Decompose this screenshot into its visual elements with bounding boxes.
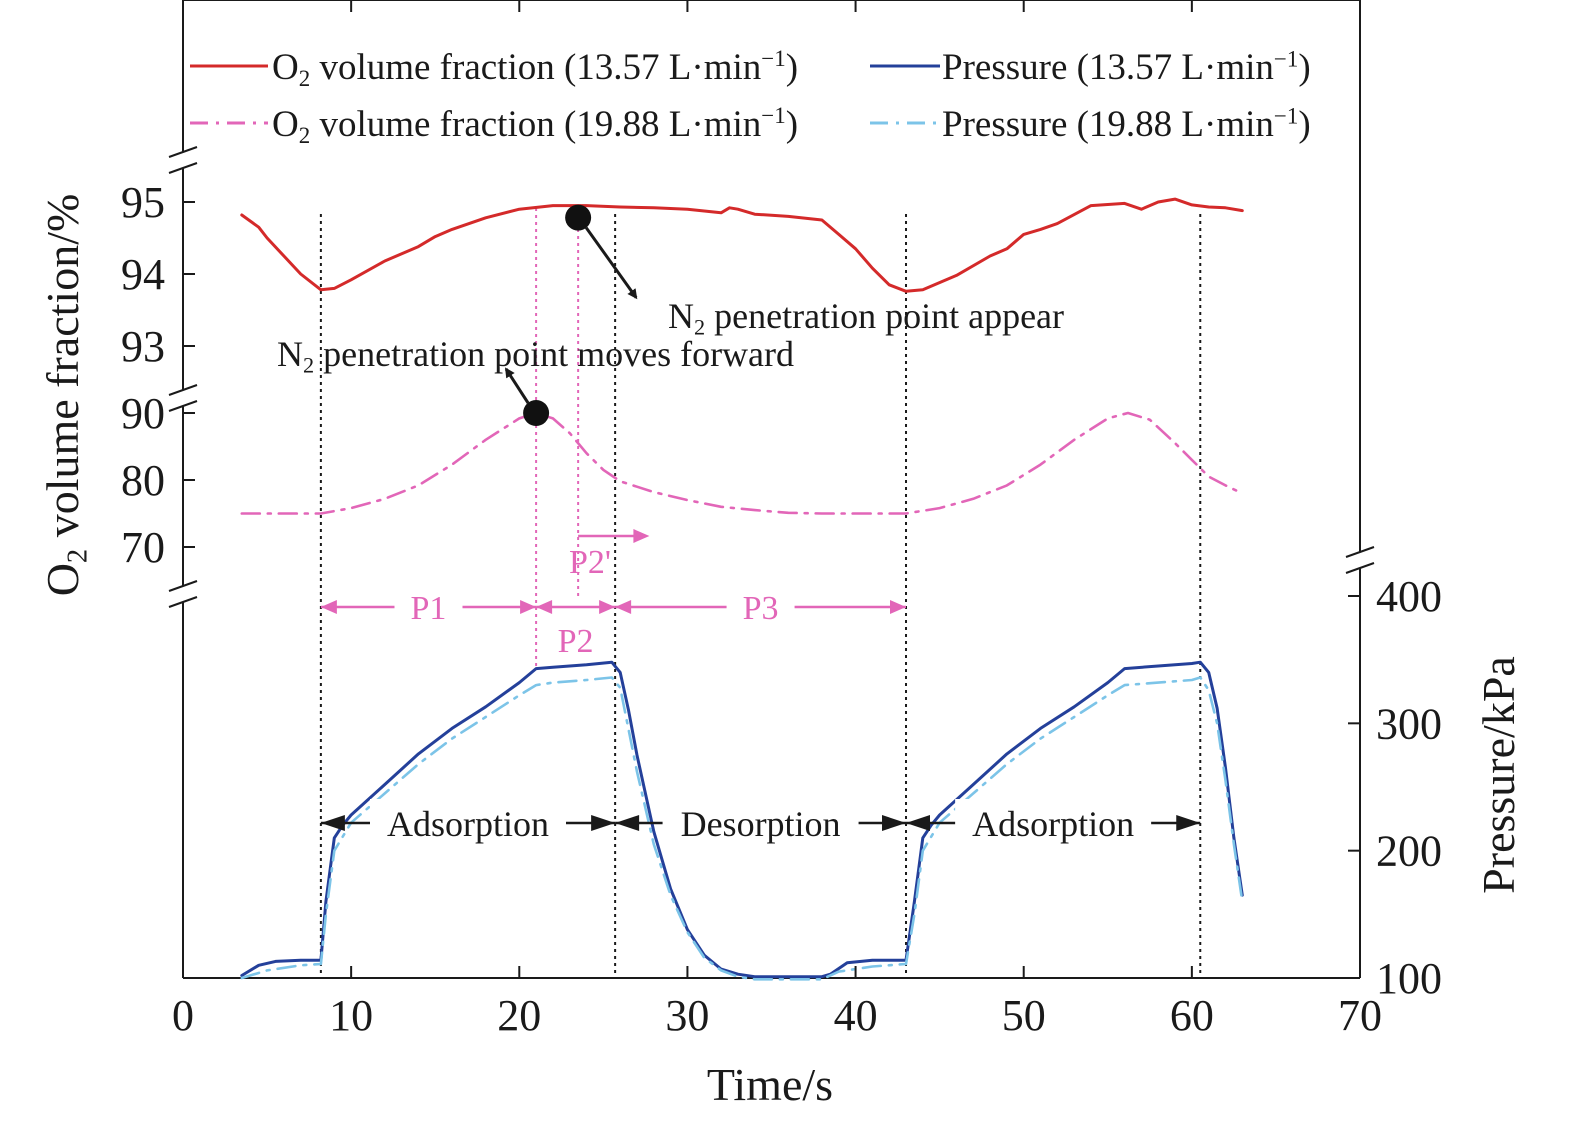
x-tick-label: 70 xyxy=(1338,991,1382,1040)
period-p2prime-head xyxy=(633,529,650,543)
y-middle-tick-label: 90 xyxy=(121,389,165,438)
period-p1-head-right xyxy=(520,600,537,614)
phase-label-bg xyxy=(955,799,1152,843)
annotations: P1 P2 P3 P2' Adsorption Desorption Adsorption N… xyxy=(277,204,1201,844)
period-label-bg xyxy=(394,589,463,627)
phase-label: Adsorption xyxy=(387,804,549,844)
penetration-arrow xyxy=(504,367,530,404)
penetration-point-dot xyxy=(523,400,550,426)
y-upper-tick-label: 95 xyxy=(121,178,165,227)
y2-tick-label: 300 xyxy=(1376,699,1442,748)
phase-label: Adsorption xyxy=(972,804,1134,844)
period-label-bg xyxy=(726,589,795,627)
series-line-p_1357 xyxy=(240,660,1244,979)
axis-break-mark-2a xyxy=(168,384,198,396)
period-label: P3 xyxy=(743,590,779,627)
legend: O2 volume fraction (13.57 L·min−1) Pressu… xyxy=(190,46,1311,148)
y2-tick-label: 400 xyxy=(1376,572,1442,621)
legend-label-o2_1357: O2 volume fraction (13.57 L·min−1) xyxy=(272,46,798,91)
period-label: P1 xyxy=(411,590,447,627)
series-line-p_1988 xyxy=(240,676,1244,981)
axis-break-mark-3b xyxy=(168,596,198,608)
series-lines xyxy=(240,197,1244,981)
series-line-o2_1357 xyxy=(240,197,1244,293)
phase-arrow-head-left xyxy=(320,815,345,831)
period-p1-head-left xyxy=(320,600,337,614)
axis-break-mark-4a xyxy=(1345,546,1375,558)
phase-arrow-head-right xyxy=(882,815,907,831)
x-tick-label: 0 xyxy=(172,991,194,1040)
y-upper-tick-label: 93 xyxy=(121,322,165,371)
axis-break-mark-1a xyxy=(168,146,198,158)
x-tick-label: 40 xyxy=(834,991,878,1040)
y-middle-tick-label: 80 xyxy=(121,456,165,505)
x-tick-label: 10 xyxy=(329,991,373,1040)
phase-arrow-head-right xyxy=(1176,815,1201,831)
x-tick-label: 50 xyxy=(1002,991,1046,1040)
vertical-markers xyxy=(319,208,1202,978)
period-p3-head-right xyxy=(890,600,907,614)
x-tick-label: 30 xyxy=(665,991,709,1040)
period-label: P2' xyxy=(569,544,611,581)
y2-axis-title: Pressure/kPa xyxy=(1473,656,1524,894)
phase-arrow-head-left xyxy=(906,815,931,831)
legend-label-p_1988: Pressure (19.88 L·min−1) xyxy=(942,103,1311,145)
phase-label-bg xyxy=(662,799,859,843)
y-axis-title: O2 volume fraction/% xyxy=(37,194,94,597)
period-p3-head-left xyxy=(615,600,632,614)
phase-label: Desorption xyxy=(681,804,841,844)
period-p2-head-right xyxy=(599,600,616,614)
series-line-o2_1988 xyxy=(240,411,1244,515)
x-tick-label: 60 xyxy=(1170,991,1214,1040)
y2-tick-label: 200 xyxy=(1376,827,1442,876)
penetration-point-dot xyxy=(565,204,592,231)
y-middle-tick-label: 70 xyxy=(121,523,165,572)
legend-label-o2_1988: O2 volume fraction (19.88 L·min−1) xyxy=(272,103,798,148)
penetration-arrow xyxy=(584,226,638,300)
y2-tick-label: 100 xyxy=(1376,954,1442,1003)
axis-break-mark-3a xyxy=(168,580,198,592)
y-upper-tick-label: 94 xyxy=(121,250,165,299)
axis-break-mark-2b xyxy=(168,400,198,412)
axis-break-mark-4b xyxy=(1345,562,1375,574)
period-label: P2 xyxy=(558,623,594,660)
axis-labels: Time/s O2 volume fraction/% Pressure/kPa xyxy=(37,194,1524,1110)
phase-label-bg xyxy=(370,799,567,843)
phase-arrow-head-left xyxy=(615,815,640,831)
period-p2-head-left xyxy=(536,600,553,614)
annotation-text: N2 penetration point moves forward xyxy=(277,334,794,378)
axis-break-mark-1b xyxy=(168,162,198,174)
axis-ticks: 0 10 20 30 40 50 60 70 93 94 95 70 80 90 100 200 300 400 xyxy=(121,0,1442,1040)
annotation-text: N2 penetration point appear xyxy=(668,296,1064,340)
x-axis-title: Time/s xyxy=(707,1059,833,1110)
x-tick-label: 20 xyxy=(497,991,541,1040)
phase-arrow-head-right xyxy=(591,815,616,831)
legend-label-p_1357: Pressure (13.57 L·min−1) xyxy=(942,46,1311,88)
